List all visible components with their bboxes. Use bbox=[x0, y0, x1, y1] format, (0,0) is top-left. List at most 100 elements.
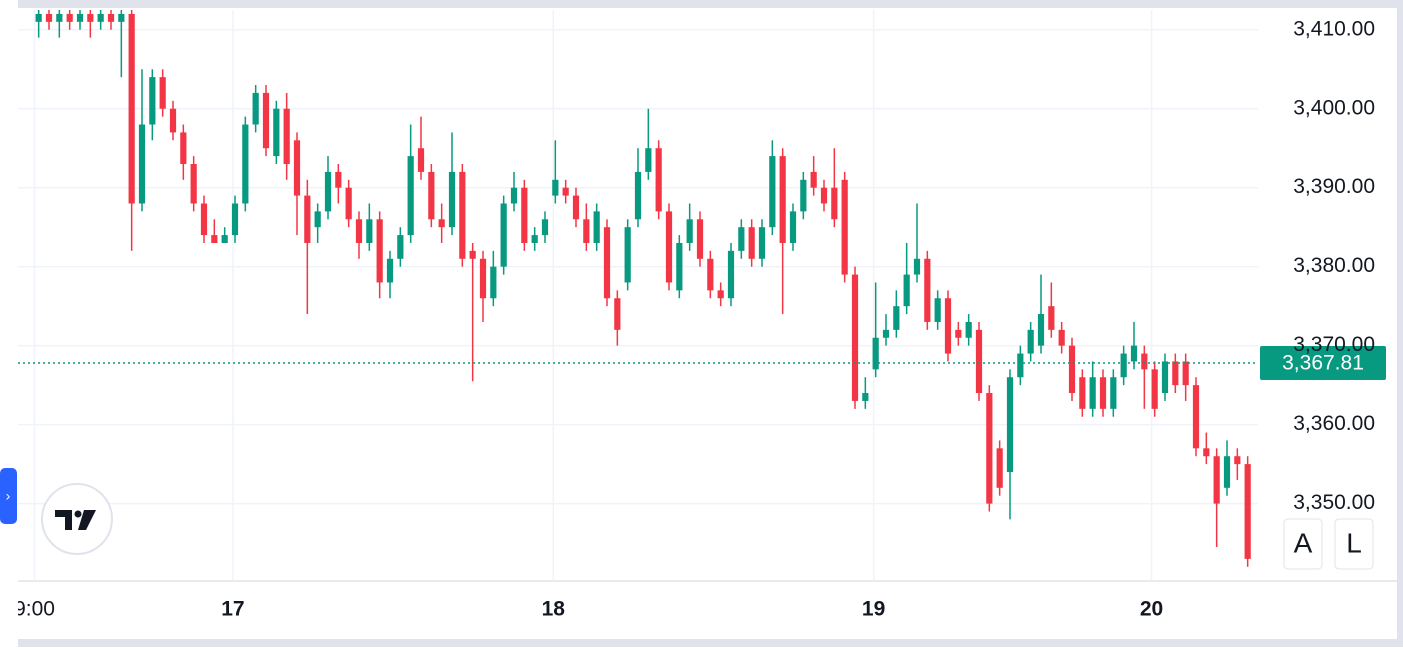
candle-body bbox=[335, 171, 342, 188]
candle-body bbox=[366, 219, 373, 243]
candle-body bbox=[748, 227, 755, 259]
candle-body bbox=[1089, 377, 1096, 409]
candle-body bbox=[624, 227, 631, 283]
candle-body bbox=[934, 298, 941, 322]
candle-body bbox=[810, 171, 817, 188]
logo-mark bbox=[55, 510, 96, 530]
candle-body bbox=[583, 219, 590, 243]
candle-body bbox=[541, 219, 549, 236]
side-tab-icon: › bbox=[6, 488, 11, 504]
candle-body bbox=[45, 13, 53, 22]
candle-body bbox=[841, 179, 848, 275]
candle-body bbox=[490, 266, 497, 299]
candle-body bbox=[1079, 377, 1086, 409]
candle-body bbox=[738, 227, 745, 251]
tradingview-logo[interactable] bbox=[41, 483, 113, 555]
candle-body bbox=[996, 448, 1003, 488]
candle-body bbox=[128, 13, 135, 204]
logo-dot bbox=[74, 510, 82, 518]
candle-body bbox=[593, 211, 600, 243]
candle-body bbox=[614, 298, 621, 330]
candle-body bbox=[696, 219, 704, 259]
candle-body bbox=[903, 274, 910, 307]
candle-body bbox=[87, 13, 94, 22]
candle-body bbox=[479, 258, 487, 299]
candle-body bbox=[1213, 456, 1220, 504]
candle-body bbox=[1130, 345, 1138, 362]
candle-body bbox=[521, 187, 528, 243]
candle-body bbox=[1172, 361, 1179, 386]
candle-body bbox=[552, 179, 559, 196]
candle-body bbox=[397, 235, 404, 259]
last-price-box bbox=[1260, 345, 1386, 380]
candle-body bbox=[862, 393, 869, 401]
candle-body bbox=[190, 164, 197, 204]
candle-body bbox=[1223, 456, 1231, 488]
candle-body bbox=[1203, 448, 1210, 457]
candle-body bbox=[1068, 345, 1076, 394]
candle-body bbox=[1141, 353, 1148, 370]
candle-body bbox=[1234, 456, 1241, 465]
x-tick-label: 20 bbox=[1140, 598, 1163, 621]
candle-body bbox=[955, 329, 962, 338]
candle-body bbox=[1120, 353, 1127, 378]
auto-scale-button[interactable] bbox=[1283, 518, 1323, 570]
candle-body bbox=[1017, 353, 1024, 378]
candle-body bbox=[913, 258, 921, 275]
candle-body bbox=[1058, 329, 1065, 346]
y-tick-label: 3,380.00 bbox=[1293, 254, 1375, 277]
candle-body bbox=[562, 187, 569, 196]
candle-body bbox=[1006, 377, 1014, 473]
candle-body bbox=[1027, 329, 1034, 354]
candle-body bbox=[1182, 361, 1189, 386]
candle-body bbox=[376, 219, 383, 283]
candle-body bbox=[1099, 377, 1107, 409]
candle-body bbox=[800, 179, 807, 212]
candle-body bbox=[603, 227, 611, 299]
last-price-label: 3,367.81 bbox=[1282, 351, 1364, 374]
candle-body bbox=[428, 171, 435, 220]
candle-body bbox=[200, 203, 208, 236]
y-tick-label: 3,400.00 bbox=[1293, 96, 1375, 119]
candle-body bbox=[76, 13, 84, 22]
candle-body bbox=[56, 13, 63, 22]
candle-body bbox=[510, 187, 518, 204]
candle-body bbox=[965, 321, 972, 338]
candle-body bbox=[758, 227, 766, 259]
candle-body bbox=[893, 306, 900, 330]
x-tick-label: 17 bbox=[221, 598, 244, 621]
candle-body bbox=[273, 108, 280, 157]
candle-body bbox=[221, 235, 228, 243]
y-tick-label: 3,390.00 bbox=[1293, 175, 1375, 198]
candle-body bbox=[707, 258, 714, 291]
candle-body bbox=[851, 274, 859, 401]
candle-body bbox=[180, 132, 187, 165]
candle-body bbox=[386, 258, 394, 283]
candle-body bbox=[293, 140, 301, 196]
side-tab[interactable] bbox=[0, 468, 17, 524]
candle-body bbox=[211, 235, 218, 243]
candle-body bbox=[872, 337, 879, 370]
candle-body bbox=[97, 13, 104, 22]
right-border bbox=[1397, 0, 1403, 647]
candle-body bbox=[159, 77, 166, 109]
candle-body bbox=[169, 108, 177, 133]
left-margin bbox=[0, 0, 18, 647]
candle-body bbox=[438, 219, 445, 228]
candle-body bbox=[417, 148, 425, 172]
candle-body bbox=[975, 329, 983, 394]
bottom-border bbox=[0, 639, 1403, 647]
candle-body bbox=[676, 242, 683, 291]
y-tick-label: 3,350.00 bbox=[1293, 491, 1375, 514]
candle-body bbox=[324, 171, 332, 212]
candle-body bbox=[789, 211, 797, 243]
candle-body bbox=[665, 211, 673, 283]
log-scale-label: L bbox=[1346, 527, 1362, 558]
candle-body bbox=[469, 250, 476, 259]
candle-body bbox=[262, 92, 270, 149]
candle-body bbox=[572, 195, 580, 220]
log-scale-button[interactable] bbox=[1334, 518, 1374, 570]
candle-body bbox=[314, 211, 321, 228]
candle-body bbox=[727, 250, 735, 299]
